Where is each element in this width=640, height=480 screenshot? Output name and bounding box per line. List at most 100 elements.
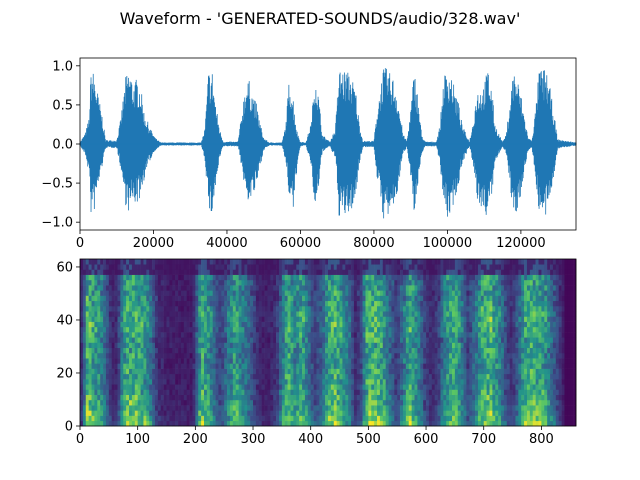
spectrogram-cell	[428, 347, 433, 354]
spectrogram-cell	[241, 316, 245, 322]
spectrogram-cell	[302, 389, 306, 395]
spectrogram-cell	[224, 295, 228, 302]
spectrogram-cell	[88, 368, 92, 375]
spectrogram-cell	[302, 368, 306, 375]
spectrogram-cell	[394, 326, 398, 333]
spectrogram-cell	[414, 285, 418, 291]
spectrogram-cell	[166, 420, 170, 427]
spectrogram-cell	[382, 311, 386, 317]
spectrogram-cell	[325, 379, 329, 385]
spectrogram-cell	[180, 410, 185, 416]
spectrogram-cell	[172, 300, 176, 307]
spectrogram-cell	[319, 415, 323, 422]
spectrogram-cell	[405, 342, 410, 349]
spectrogram-cell	[388, 300, 392, 307]
spectrogram-cell	[189, 279, 193, 286]
spectrogram-cell	[385, 264, 389, 270]
spectrogram-cell	[160, 379, 164, 385]
spectrogram-cell	[206, 290, 211, 296]
spectrogram-cell	[345, 420, 349, 427]
spectrogram-cell	[356, 394, 361, 401]
spectrogram-cell	[154, 316, 159, 322]
spectrogram-cell	[287, 300, 291, 307]
spectrogram-cell	[365, 326, 369, 333]
spectrogram-cell	[117, 295, 121, 302]
spectrogram-cell	[261, 358, 265, 364]
spectrogram-cell	[388, 394, 392, 401]
spectrogram-cell	[166, 295, 170, 302]
spectrogram-cell	[253, 352, 257, 359]
spectrogram-cell	[371, 300, 375, 307]
spectrogram-cell	[382, 279, 386, 286]
spectrogram-cell	[469, 405, 473, 411]
spectrogram-cell	[218, 311, 222, 317]
spectrogram-cell	[85, 332, 89, 338]
spectrogram-cell	[241, 358, 245, 364]
spectrogram-cell	[452, 321, 456, 328]
spectrogram-cell	[149, 269, 153, 275]
spectrogram-cell	[238, 384, 242, 390]
spectrogram-cell	[270, 279, 274, 286]
spectrogram-cell	[180, 316, 185, 322]
spectrogram-cell	[397, 311, 401, 317]
spectrogram-cell	[169, 337, 173, 343]
spectrogram-cell	[454, 311, 459, 317]
spectrogram-cell	[394, 259, 398, 265]
spectrogram-cell	[88, 305, 92, 312]
spectrogram-cell	[310, 363, 314, 369]
spectrogram-cell	[521, 389, 525, 395]
spectrogram-cell	[414, 290, 418, 296]
spectrogram-cell	[183, 415, 187, 422]
spectrogram-cell	[388, 347, 392, 354]
spectrogram-cell	[437, 274, 441, 281]
spectrogram-cell	[85, 300, 89, 307]
spectrogram-cell	[495, 321, 499, 328]
spectrogram-cell	[463, 326, 467, 333]
spectrogram-cell	[157, 300, 162, 307]
spectrogram-cell	[518, 305, 522, 312]
spectrogram-cell	[80, 358, 84, 364]
spectrogram-cell	[342, 352, 346, 359]
spectrogram-cell	[379, 399, 384, 406]
spectrogram-cell	[169, 415, 173, 422]
spectrogram-cell	[501, 352, 505, 359]
spectrogram-cell	[420, 326, 424, 333]
spectrogram-cell	[477, 358, 482, 364]
spectrogram-cell	[85, 410, 89, 416]
spectrogram-cell	[356, 269, 361, 275]
spectrogram-cell	[423, 384, 427, 390]
spectrogram-cell	[368, 305, 372, 312]
spectrogram-cell	[371, 332, 375, 338]
spectrogram-cell	[472, 290, 476, 296]
spectrogram-cell	[172, 321, 176, 328]
spectrogram-cell	[431, 295, 435, 302]
spectrogram-cell	[120, 332, 124, 338]
spectrogram-cell	[328, 405, 332, 411]
spectrogram-cell	[457, 358, 461, 364]
spectrogram-cell	[492, 389, 496, 395]
spectrogram-cell	[227, 379, 231, 385]
spectrogram-cell	[526, 415, 531, 422]
spectrogram-cell	[342, 368, 346, 375]
spectrogram-cell	[466, 420, 470, 427]
spectrogram-cell	[330, 285, 335, 291]
spectrogram-cell	[368, 279, 372, 286]
spectrogram-cell	[284, 285, 288, 291]
spectrogram-cell	[154, 274, 159, 281]
spectrogram-cell	[180, 347, 185, 354]
spectrogram-cell	[434, 410, 438, 416]
spectrogram-cell	[290, 326, 294, 333]
spectrogram-cell	[365, 321, 369, 328]
spectrogram-cell	[88, 295, 92, 302]
spectrogram-cell	[154, 311, 159, 317]
spectrogram-cell	[457, 326, 461, 333]
spectrogram-cell	[489, 415, 493, 422]
spectrogram-cell	[224, 279, 228, 286]
spectrogram-cell	[492, 342, 496, 349]
spectrogram-cell	[374, 342, 378, 349]
spectrogram-cell	[446, 342, 450, 349]
spectrogram-cell	[394, 321, 398, 328]
spectrogram-cell	[232, 420, 237, 427]
spectrogram-cell	[117, 300, 121, 307]
spectrogram-cell	[198, 274, 202, 281]
